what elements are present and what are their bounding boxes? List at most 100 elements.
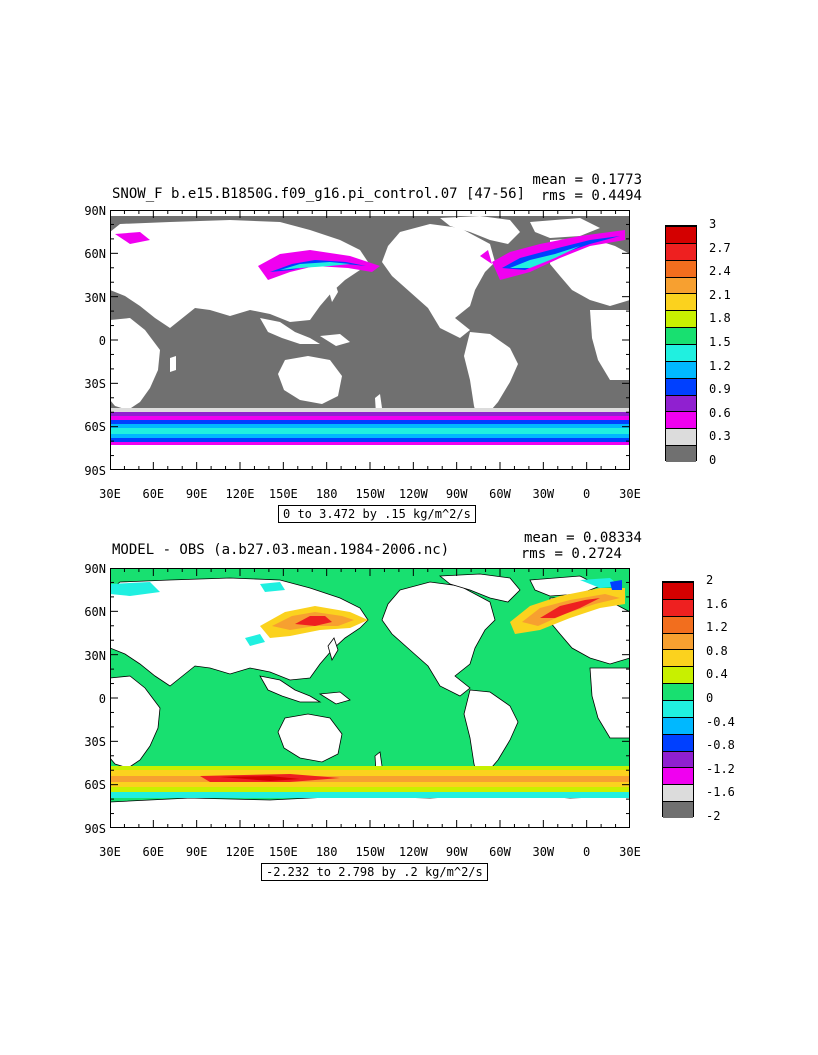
lat-label: 30S [84,377,106,391]
lon-label: 30W [532,487,555,501]
colorbar-label: 1.5 [709,335,731,349]
panel1-rms: rms = 0.4494 [540,188,642,204]
colorbar-swatch [666,226,696,244]
colorbar-swatch [663,683,693,701]
lat-label: 30S [84,735,106,749]
lon-label: 30E [99,487,121,501]
colorbar-label: 0.6 [709,405,731,420]
panel2-rms: rms = 0.2724 [520,546,622,562]
colorbar-swatch [666,276,696,294]
colorbar-swatch [666,327,696,345]
panel1-ticks [110,210,630,470]
panel2-anomaly-natlantic [510,578,625,634]
colorbar-swatch [663,615,693,634]
colorbar-swatch [666,394,696,412]
lat-label: 30N [84,649,106,663]
colorbar-label: -0.4 [706,714,735,729]
lon-label: 90E [185,487,208,501]
panel2-mean: mean = 0.08334 [523,530,642,546]
panel2-range-box: -2.232 to 2.798 by .2 kg/m^2/s [261,863,488,881]
lon-label: 180 [315,487,338,501]
panel1-snow-southern [110,408,630,445]
panel2-ticks [110,568,630,828]
lon-label: 0 [583,845,591,859]
lat-label: 90S [84,822,106,836]
lat-label: 0 [98,692,106,706]
lon-label: 30E [99,845,121,859]
colorbar-swatch [663,767,693,785]
colorbar-swatch [666,242,696,261]
panel2-colorbar [662,581,694,819]
lon-label: 30E [619,845,641,859]
colorbar-swatch [663,582,693,600]
lon-label: 120E [225,845,255,859]
lat-label: 60N [84,605,106,619]
colorbar-swatch [666,259,696,278]
panel2-anomaly-arctic [110,582,285,596]
colorbar-label: -1.2 [706,761,735,776]
lat-label: 0 [98,334,106,348]
lat-label: 90N [84,562,106,576]
colorbar-swatch [663,784,693,802]
panel1-snow-npacific [258,250,380,280]
colorbar-label: 2.7 [709,240,731,255]
colorbar-label: 0.3 [709,429,731,444]
colorbar-swatch [663,700,693,718]
panel1-map [110,210,630,470]
lon-label: 120W [398,845,428,859]
lon-label: 120E [225,487,255,501]
colorbar-swatch [666,445,696,463]
panel2-title: MODEL - OBS (a.b27.03.mean.1984-2006.nc) [112,542,450,558]
lon-label: 150E [268,487,298,501]
colorbar-swatch [663,716,693,735]
colorbar-label: 0.4 [706,667,728,682]
lat-label: 60S [84,420,106,434]
colorbar-swatch [666,428,696,446]
panel1-title: SNOW_F b.e15.B1850G.f09_g16.pi_control.0… [112,186,526,202]
lon-label: 60E [142,845,165,859]
colorbar-label: 0 [709,453,717,467]
lon-label: 150W [355,487,385,501]
lat-label: 90N [84,204,106,218]
colorbar-swatch [663,801,693,819]
lon-label: 90W [445,845,468,859]
colorbar-label: 1.2 [706,620,728,635]
panel1-range-box: 0 to 3.472 by .15 kg/m^2/s [278,505,476,523]
panel2-anomaly-southern [110,766,630,798]
colorbar-label: -1.6 [706,785,735,800]
lon-label: 150W [355,845,385,859]
lat-label: 60N [84,247,106,261]
lon-label: 60W [489,487,511,501]
panel1-mean: mean = 0.1773 [532,172,642,188]
colorbar-swatch [663,666,693,684]
colorbar-swatch [663,598,693,617]
panel2-anomaly-npacific [245,606,368,646]
colorbar-label: 1.6 [706,596,728,611]
colorbar-label: 2.1 [709,287,731,302]
colorbar-swatch [663,649,693,667]
lat-label: 60S [84,778,106,792]
lon-label: 180 [315,845,338,859]
colorbar-swatch [666,293,696,311]
lon-label: 60W [489,845,511,859]
lon-label: 30W [532,845,555,859]
colorbar-swatch [663,632,693,650]
lon-label: 0 [583,487,591,501]
lon-label: 90W [445,487,468,501]
colorbar-swatch [663,750,693,768]
colorbar-swatch [666,377,696,396]
colorbar-label: 0.9 [709,382,731,397]
colorbar-swatch [666,360,696,379]
panel1-colorbar [665,225,697,463]
colorbar-label: 1.8 [709,311,731,326]
panel1-snow-natlantic [480,230,625,280]
lat-label: 30N [84,291,106,305]
colorbar-label: 2.4 [709,264,731,279]
colorbar-swatch [666,310,696,328]
lon-label: 90E [185,845,208,859]
panel2-land [110,573,630,828]
colorbar-label: -2 [706,809,721,823]
lat-label: 90S [84,464,106,478]
colorbar-label: 0 [706,691,714,705]
lon-label: 60E [142,487,165,501]
